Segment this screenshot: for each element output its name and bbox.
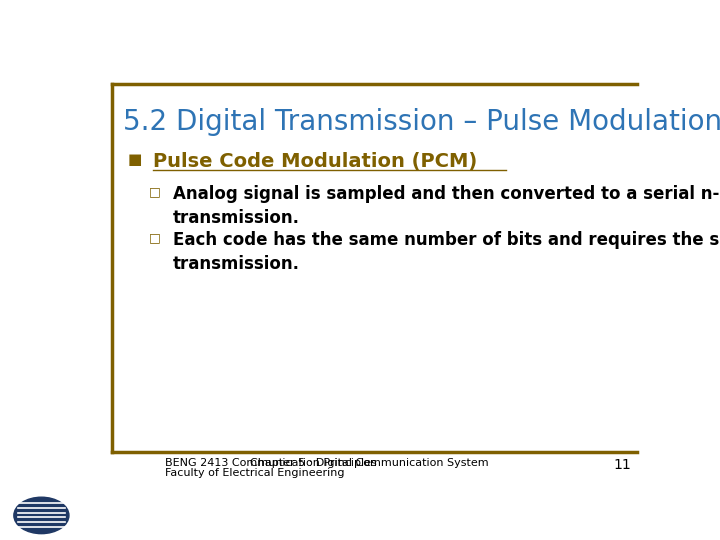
Text: Analog signal is sampled and then converted to a serial n-bit binary code for
tr: Analog signal is sampled and then conver… xyxy=(173,185,720,227)
Text: Faculty of Electrical Engineering: Faculty of Electrical Engineering xyxy=(166,468,345,478)
Text: Pulse Code Modulation (PCM): Pulse Code Modulation (PCM) xyxy=(153,152,477,171)
Text: Chapter 5 : Digital Communication System: Chapter 5 : Digital Communication System xyxy=(250,458,488,468)
Text: BENG 2413 Communication Principles: BENG 2413 Communication Principles xyxy=(166,458,377,468)
Text: 11: 11 xyxy=(613,458,631,472)
Text: Each code has the same number of bits and requires the same length of time for
t: Each code has the same number of bits an… xyxy=(173,231,720,273)
Text: ■: ■ xyxy=(128,152,143,167)
Text: □: □ xyxy=(148,185,161,198)
Circle shape xyxy=(14,497,69,534)
Text: □: □ xyxy=(148,231,161,244)
Text: 5.2 Digital Transmission – Pulse Modulation: 5.2 Digital Transmission – Pulse Modulat… xyxy=(124,109,720,137)
